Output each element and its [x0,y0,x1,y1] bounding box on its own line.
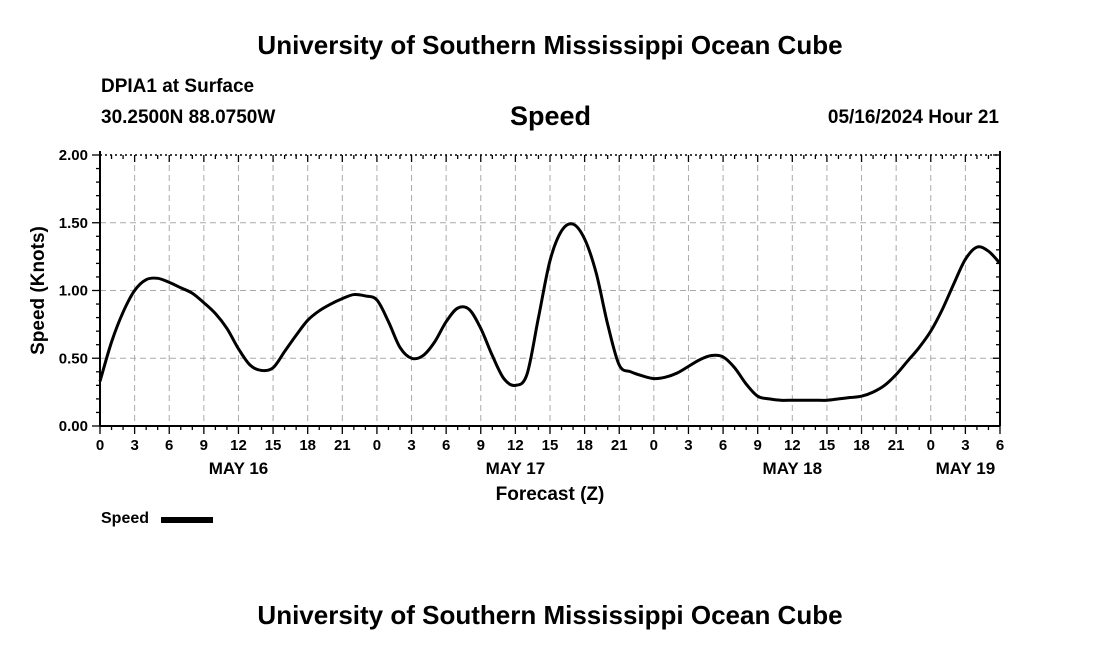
x-tick-label: 12 [507,437,524,454]
station-coordinates: 30.2500N 88.0750W [101,107,276,128]
x-tick-label: 0 [96,437,104,454]
x-tick-label: 9 [754,437,762,454]
x-tick-label: 12 [230,437,247,454]
x-tick-label: 0 [373,437,381,454]
footer-title: University of Southern Mississippi Ocean… [257,600,843,630]
y-tick-label: 0.50 [59,350,88,367]
y-axis-label: Speed (Knots) [28,226,49,355]
x-tick-label: 0 [927,437,935,454]
x-tick-label: 18 [576,437,593,454]
chart-header-title: University of Southern Mississippi Ocean… [257,30,843,60]
station-label: DPIA1 at Surface [101,76,255,97]
x-tick-label: 9 [200,437,208,454]
x-tick-label: 3 [407,437,415,454]
x-tick-label: 6 [719,437,727,454]
x-tick-label: 0 [650,437,658,454]
date-label: MAY 16 [209,459,269,478]
x-tick-label: 15 [819,437,836,454]
series-line-speed [98,222,1002,402]
x-axis-label: Forecast (Z) [496,484,605,505]
x-tick-label: 15 [265,437,282,454]
y-tick-label: 1.00 [59,283,88,300]
y-tick-label: 0.00 [59,418,88,435]
forecast-datetime: 05/16/2024 Hour 21 [827,107,999,128]
x-tick-label: 18 [299,437,316,454]
x-tick-label: 3 [961,437,969,454]
y-tick-label: 1.50 [59,215,88,232]
y-tick-label: 2.00 [59,147,88,164]
x-tick-label: 15 [542,437,559,454]
date-label: MAY 19 [936,459,996,478]
date-label: MAY 17 [486,459,546,478]
date-label: MAY 18 [763,459,823,478]
x-tick-label: 6 [442,437,450,454]
x-tick-label: 21 [888,437,905,454]
x-tick-label: 3 [684,437,692,454]
x-tick-label: 9 [477,437,485,454]
x-tick-label: 6 [996,437,1004,454]
x-tick-label: 12 [784,437,801,454]
x-tick-label: 3 [130,437,138,454]
x-tick-label: 21 [334,437,351,454]
x-tick-label: 6 [165,437,173,454]
x-tick-label: 18 [853,437,870,454]
legend-line-swatch [161,517,213,523]
legend-label: Speed [101,510,150,527]
chart-title: Speed [510,101,592,131]
x-tick-label: 21 [611,437,628,454]
